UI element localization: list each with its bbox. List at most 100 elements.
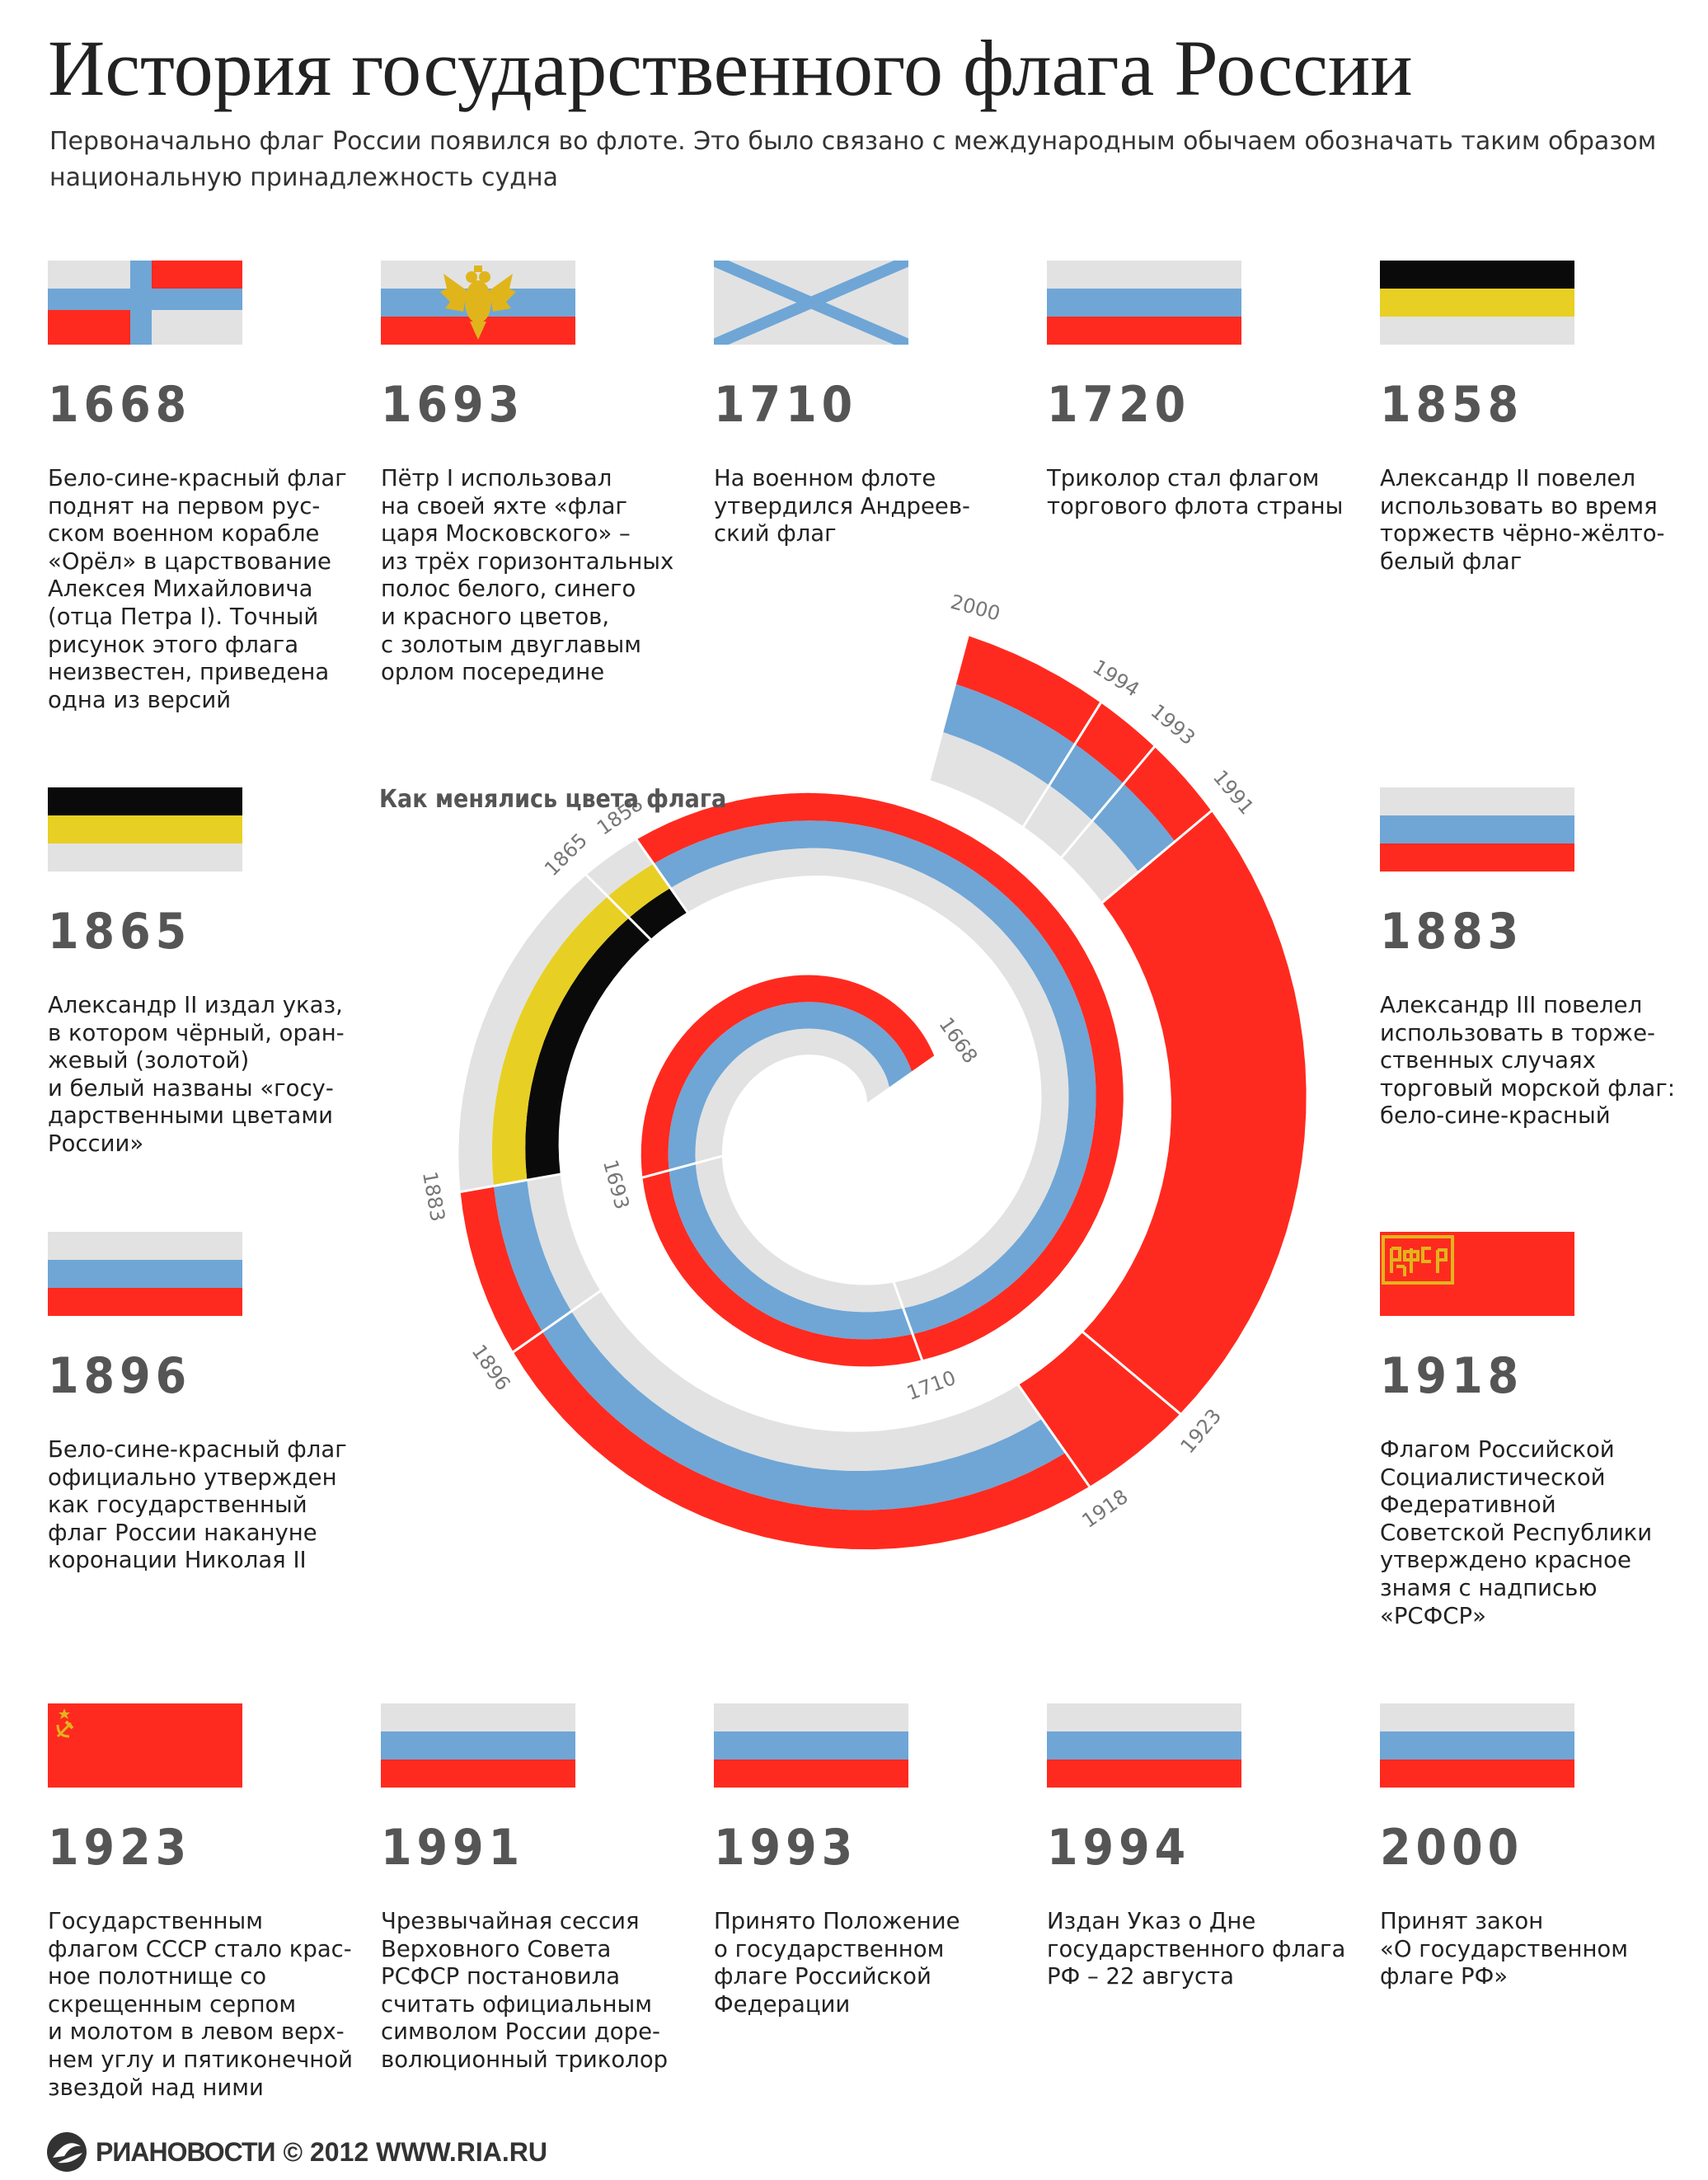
spiral-band-1994-2000-blue — [941, 684, 1076, 786]
spiral-tick-1710 — [891, 1279, 925, 1364]
entry-year: 1896 — [48, 1347, 192, 1405]
spiral-label-1668: 1668 — [934, 1013, 982, 1068]
spiral-band-1994-2000-red — [955, 636, 1101, 745]
spiral-label-1883: 1883 — [418, 1170, 449, 1224]
spiral-band-1896-1918-red — [513, 1332, 1090, 1550]
entry-text: Пётр I использовал на своей яхте «флаг ц… — [381, 465, 674, 686]
spiral-band-1693-1710-blue — [669, 1163, 913, 1340]
spiral-tick-1994 — [1021, 699, 1104, 830]
spiral-band-1693-1710-red — [642, 1170, 922, 1367]
spiral-tick-1918 — [1015, 1381, 1093, 1491]
tricolor-flag-icon — [48, 1232, 242, 1316]
spiral-label-1923: 1923 — [1176, 1404, 1227, 1458]
spiral-tick-2000 — [927, 632, 970, 784]
entry-year: 1923 — [48, 1819, 192, 1877]
footer: РИАНОВОСТИ © 2012 WWW.RIA.RU — [46, 2131, 547, 2173]
entry-year: 1858 — [1380, 376, 1524, 434]
page-subtitle: Первоначально флаг России появился во фл… — [49, 127, 1657, 192]
entry-year: 1710 — [714, 376, 858, 434]
black-yellow-white-flag-icon — [1380, 261, 1574, 345]
spiral-band-1883-1896-white — [527, 1174, 601, 1312]
spiral-label-1896: 1896 — [467, 1341, 515, 1395]
spiral-tick-1858 — [633, 836, 691, 916]
spiral-band-1991-1993-blue — [1092, 783, 1175, 872]
black-yellow-white-flag-icon — [48, 787, 242, 872]
entry-text: Александр II повелел использовать во вре… — [1380, 465, 1665, 575]
tricolor-flag-icon — [1380, 1703, 1574, 1788]
page-title: История государственного флага России — [48, 24, 1413, 112]
spiral-band-1858-1865-black — [629, 888, 687, 940]
spiral-band-1883-1896-blue — [493, 1180, 572, 1332]
spiral-band-1865-1883-yellow — [491, 896, 630, 1186]
entry-year: 1991 — [381, 1819, 525, 1877]
ensign-1668-icon — [48, 261, 242, 345]
spiral-label-1918: 1918 — [1077, 1485, 1132, 1533]
spiral-label-1991: 1991 — [1208, 766, 1259, 820]
entry-text: Александр II издал указ, в котором чёрны… — [48, 992, 345, 1157]
spiral-tick-1865 — [583, 872, 654, 942]
tricolor-flag-icon — [714, 1703, 908, 1788]
footer-brand: РИАНОВОСТИ — [96, 2136, 276, 2167]
entry-year: 1994 — [1047, 1819, 1191, 1877]
tricolor-flag-icon — [1047, 1703, 1241, 1788]
spiral-band-1710-1858-white — [670, 848, 1069, 1308]
spiral-band-1991-1993-red — [1123, 746, 1212, 842]
tsar-moscow-flag-icon — [381, 261, 575, 345]
spiral-tick-1993 — [1058, 743, 1158, 861]
spiral-band-1994-2000-white — [929, 731, 1049, 827]
entry-year: 1918 — [1380, 1347, 1524, 1405]
spiral-tick-1693 — [639, 1153, 726, 1180]
spiral-band-1668-1693-blue — [668, 1002, 913, 1171]
spiral-band-1993-1994-red — [1075, 702, 1155, 784]
ria-novosti-logo-icon — [47, 2132, 87, 2172]
spiral-band-1993-1994-blue — [1049, 744, 1124, 821]
ussr-flag-icon — [48, 1703, 242, 1788]
entry-year: 1720 — [1047, 376, 1191, 434]
spiral-band-1858-1865-white — [586, 839, 654, 897]
spiral-band-1923-1991-red — [1082, 810, 1307, 1414]
spiral-band-1865-1883-white — [458, 875, 608, 1192]
rsfsr-flag-icon — [1380, 1232, 1574, 1316]
entry-year: 1993 — [714, 1819, 858, 1877]
entry-text: Государственным флагом СССР стало крас- … — [48, 1908, 353, 2101]
entry-text: Принят закон «О государственном флаге РФ… — [1380, 1908, 1628, 1990]
entry-text: Александр III повелел использовать в тор… — [1380, 992, 1675, 1130]
entry-text: Бело-сине-красный флаг поднят на первом … — [48, 465, 347, 713]
entry-text: Флагом Российской Социалистической Федер… — [1380, 1436, 1653, 1629]
entry-year: 1865 — [48, 903, 192, 961]
spiral-label-1994: 1994 — [1089, 655, 1144, 702]
spiral-band-1865-1883-black — [525, 918, 651, 1181]
spiral-tick-1923 — [1079, 1329, 1184, 1417]
entry-text: Триколор стал флагом торгового флота стр… — [1047, 465, 1344, 519]
tricolor-flag-icon — [381, 1703, 575, 1788]
entry-text: Издан Указ о Дне государственного флага … — [1047, 1908, 1346, 1990]
entry-text: Чрезвычайная сессия Верховного Совета РС… — [381, 1908, 669, 2073]
spiral-tick-1991 — [1099, 807, 1215, 906]
spiral-band-1991-1993-white — [1061, 820, 1139, 903]
st-andrew-flag-icon — [714, 261, 908, 345]
tricolor-flag-icon — [1047, 261, 1241, 345]
spiral-label-1993: 1993 — [1146, 700, 1199, 750]
entry-year: 1693 — [381, 376, 525, 434]
entry-text: Бело-сине-красный флаг официально утверж… — [48, 1436, 347, 1574]
spiral-tick-1896 — [509, 1288, 604, 1355]
spiral-band-1668-1693-red — [640, 975, 935, 1178]
spiral-band-1858-1865-yellow — [608, 863, 671, 919]
spiral-band-1918-1923-red — [1018, 1332, 1180, 1487]
spiral-tick-1883 — [457, 1172, 564, 1194]
spiral-band-1896-1918-white — [571, 1290, 1043, 1471]
spiral-label-1710: 1710 — [903, 1366, 959, 1405]
spiral-band-1710-1858-blue — [653, 820, 1096, 1335]
spiral-label-1693: 1693 — [598, 1158, 634, 1212]
spiral-band-1896-1918-blue — [542, 1311, 1066, 1510]
footer-copyright: © 2012 WWW.RIA.RU — [283, 2136, 548, 2167]
entry-year: 1883 — [1380, 903, 1524, 961]
entry-text: На военном флоте утвердился Андреев- ски… — [714, 465, 970, 547]
spiral-band-1693-1710-white — [695, 1156, 903, 1313]
entry-year: 2000 — [1380, 1819, 1524, 1877]
spiral-tick-1668 — [863, 1054, 938, 1107]
spiral-band-1883-1896-red — [460, 1186, 542, 1352]
tricolor-flag-icon — [1380, 787, 1574, 872]
entry-year: 1668 — [48, 376, 192, 434]
